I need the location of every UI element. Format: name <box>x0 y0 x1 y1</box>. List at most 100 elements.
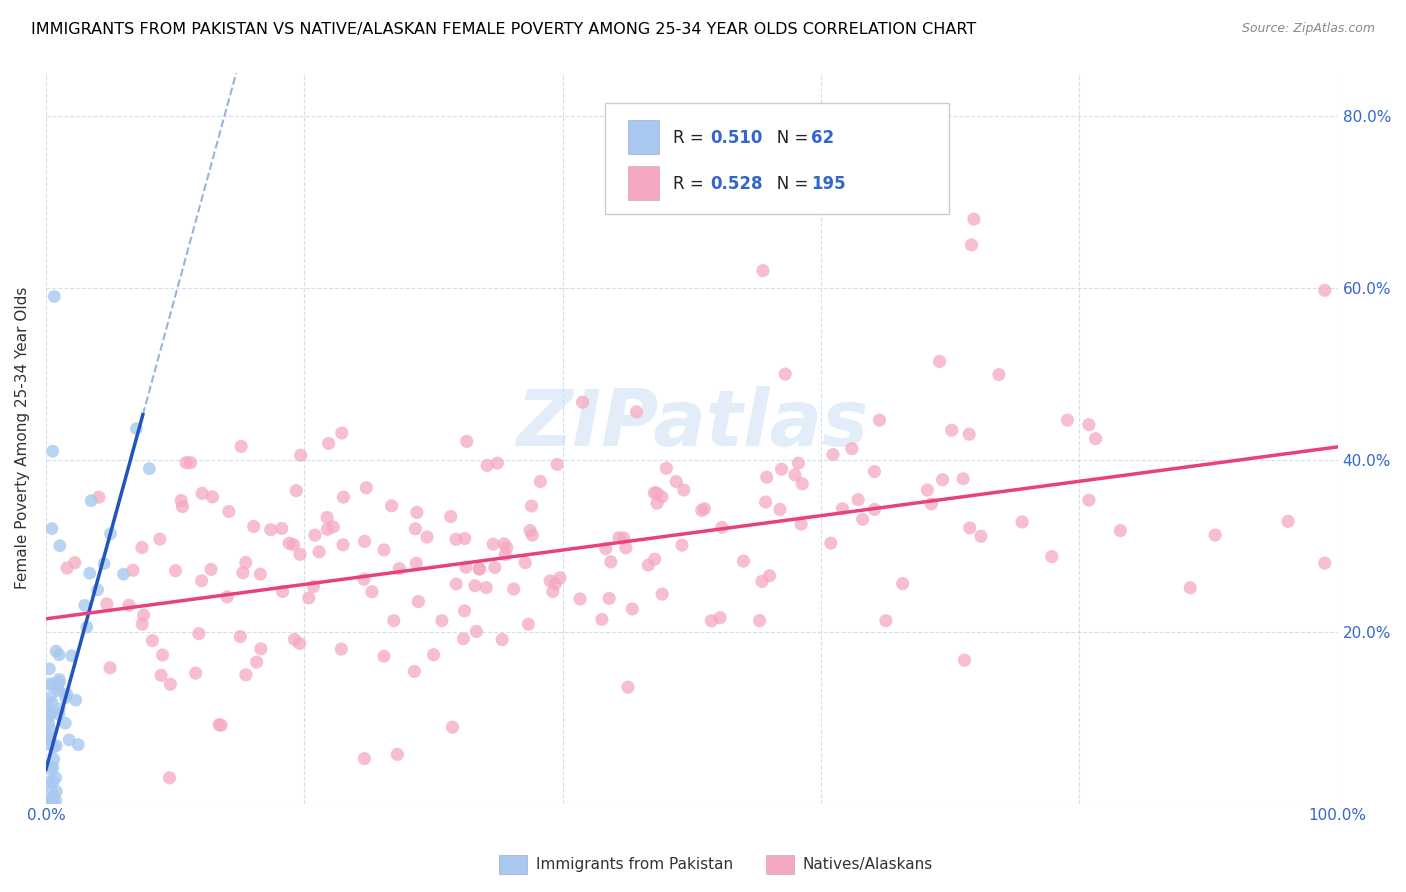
Point <box>86 582 108 597</box>
Point <box>332 490 354 504</box>
Point <box>38 662 60 676</box>
Point <box>846 492 869 507</box>
Point <box>456 434 478 449</box>
Point <box>322 520 344 534</box>
Point <box>42 789 65 804</box>
Point <box>733 554 755 568</box>
Point <box>45 739 67 753</box>
Point <box>786 152 808 166</box>
Point <box>41 678 63 692</box>
Point <box>80 493 103 508</box>
Point <box>42 444 65 458</box>
Text: R =: R = <box>673 128 710 147</box>
Point <box>494 537 516 551</box>
Point <box>232 566 254 580</box>
Point <box>125 421 148 435</box>
Point <box>112 567 135 582</box>
Point <box>191 486 214 500</box>
Point <box>132 608 155 623</box>
Point <box>617 680 640 694</box>
Y-axis label: Female Poverty Among 25-34 Year Olds: Female Poverty Among 25-34 Year Olds <box>15 287 30 590</box>
Point <box>87 490 110 504</box>
Point <box>773 367 796 381</box>
Point <box>242 519 264 533</box>
Point <box>416 530 439 544</box>
Point <box>404 522 426 536</box>
Point <box>482 537 505 551</box>
Point <box>42 752 65 766</box>
Point <box>595 541 617 556</box>
Point <box>491 632 513 647</box>
Point <box>373 649 395 664</box>
Point <box>544 576 567 591</box>
Point <box>250 641 273 656</box>
Point <box>288 548 311 562</box>
Point <box>941 423 963 437</box>
Point <box>1077 493 1099 508</box>
Point <box>468 562 491 576</box>
Point <box>131 541 153 555</box>
Text: Immigrants from Pakistan: Immigrants from Pakistan <box>536 857 733 871</box>
Point <box>56 561 79 575</box>
Point <box>218 504 240 518</box>
Point <box>42 796 65 810</box>
Point <box>1077 417 1099 432</box>
Point <box>651 587 673 601</box>
Point <box>96 597 118 611</box>
Point <box>700 614 723 628</box>
Point <box>917 483 939 497</box>
Point <box>404 665 426 679</box>
Point <box>957 427 980 442</box>
Point <box>118 598 141 612</box>
Point <box>769 502 792 516</box>
Point <box>637 558 659 573</box>
Point <box>174 456 197 470</box>
Point <box>46 681 69 696</box>
Point <box>98 661 121 675</box>
Point <box>1056 413 1078 427</box>
Point <box>79 566 101 581</box>
Point <box>963 212 986 227</box>
Point <box>408 594 430 608</box>
Point <box>643 485 665 500</box>
Point <box>953 653 976 667</box>
Point <box>464 579 486 593</box>
Point <box>201 490 224 504</box>
Point <box>308 545 330 559</box>
Point <box>42 740 65 755</box>
Point <box>42 760 65 774</box>
Point <box>93 557 115 571</box>
Point <box>1204 528 1226 542</box>
Point <box>453 632 475 646</box>
Point <box>246 655 269 669</box>
Point <box>38 722 60 736</box>
Point <box>41 784 63 798</box>
Point <box>41 696 63 710</box>
Point <box>41 796 63 810</box>
Point <box>671 538 693 552</box>
Point <box>149 532 172 546</box>
Point <box>1084 432 1107 446</box>
Point <box>39 796 62 810</box>
Point <box>208 717 231 731</box>
Point <box>665 475 688 489</box>
Text: R =: R = <box>673 175 710 193</box>
Point <box>41 522 63 536</box>
Point <box>45 784 67 798</box>
Point <box>150 668 173 682</box>
Point <box>453 604 475 618</box>
Point <box>841 442 863 456</box>
Point <box>441 720 464 734</box>
Point <box>170 493 193 508</box>
Point <box>869 413 891 427</box>
Point <box>38 709 60 723</box>
Point <box>37 729 59 743</box>
Point <box>44 289 66 303</box>
Point <box>330 642 353 657</box>
Point <box>373 543 395 558</box>
Point <box>48 648 70 662</box>
Point <box>304 528 326 542</box>
Point <box>529 475 551 489</box>
Point <box>693 501 716 516</box>
Point <box>468 562 491 576</box>
